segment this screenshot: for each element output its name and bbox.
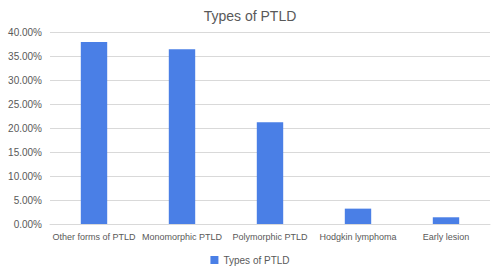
svg-text:20.00%: 20.00% (8, 123, 42, 134)
svg-text:Polymorphic PTLD: Polymorphic PTLD (232, 232, 308, 242)
svg-text:Early lesion: Early lesion (423, 232, 470, 242)
svg-text:40.00%: 40.00% (8, 27, 42, 38)
svg-text:0.00%: 0.00% (14, 219, 42, 230)
svg-text:Monomorphic PTLD: Monomorphic PTLD (142, 232, 223, 242)
svg-text:15.00%: 15.00% (8, 147, 42, 158)
svg-text:10.00%: 10.00% (8, 171, 42, 182)
svg-text:30.00%: 30.00% (8, 75, 42, 86)
svg-text:Hodgkin lymphoma: Hodgkin lymphoma (319, 232, 396, 242)
svg-text:Types of PTLD: Types of PTLD (223, 255, 289, 266)
svg-text:25.00%: 25.00% (8, 99, 42, 110)
svg-text:Other forms of PTLD: Other forms of PTLD (52, 232, 136, 242)
svg-text:Types of PTLD: Types of PTLD (204, 8, 297, 24)
svg-text:5.00%: 5.00% (14, 195, 42, 206)
svg-text:35.00%: 35.00% (8, 51, 42, 62)
